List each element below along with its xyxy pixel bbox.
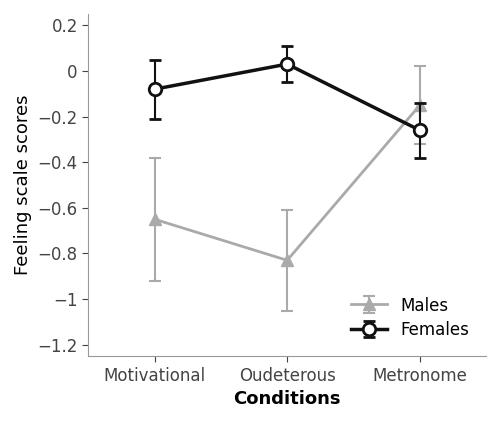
Y-axis label: Feeling scale scores: Feeling scale scores — [14, 95, 32, 275]
X-axis label: Conditions: Conditions — [234, 390, 341, 408]
Legend: Males, Females: Males, Females — [342, 289, 478, 348]
